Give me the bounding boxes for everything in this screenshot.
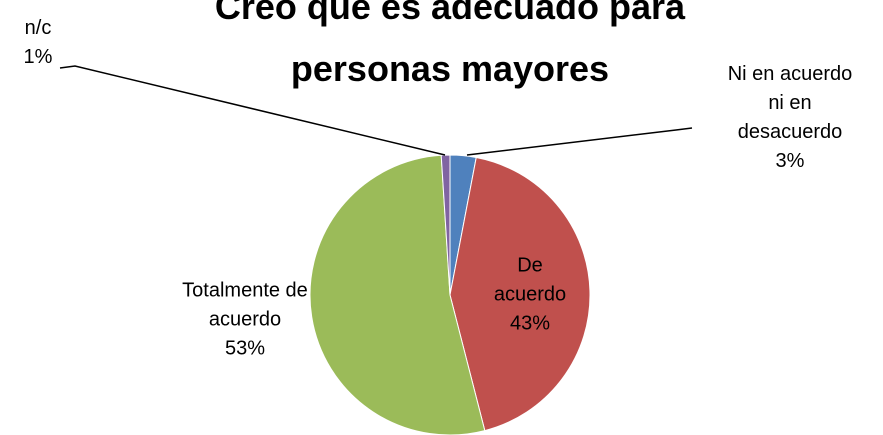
leader-line (59, 65, 446, 156)
category-label: Totalmente de acuerdo (182, 279, 308, 331)
category-label: Ni en acuerdo ni en desacuerdo (727, 63, 853, 143)
pie-slice (309, 154, 486, 435)
category-label: n/c (24, 17, 52, 39)
value-label: 3% (775, 150, 805, 172)
pie-slice (440, 154, 451, 296)
value-label: 43% (509, 312, 551, 335)
slice-label: Totalmente de acuerdo 53% (175, 277, 315, 364)
pie-slice (449, 156, 591, 432)
value-label: 1% (23, 46, 53, 68)
category-label: De acuerdo (493, 254, 567, 306)
pie (309, 154, 591, 435)
slice-label: De acuerdo 43% (480, 252, 580, 339)
slice-label: n/c 1% (8, 14, 68, 72)
chart-title: Creo que es adecuado para personas mayor… (214, 0, 686, 89)
leader-line (466, 127, 693, 156)
slice-label: Ni en acuerdo ni en desacuerdo 3% (720, 60, 860, 176)
value-label: 53% (224, 337, 266, 360)
